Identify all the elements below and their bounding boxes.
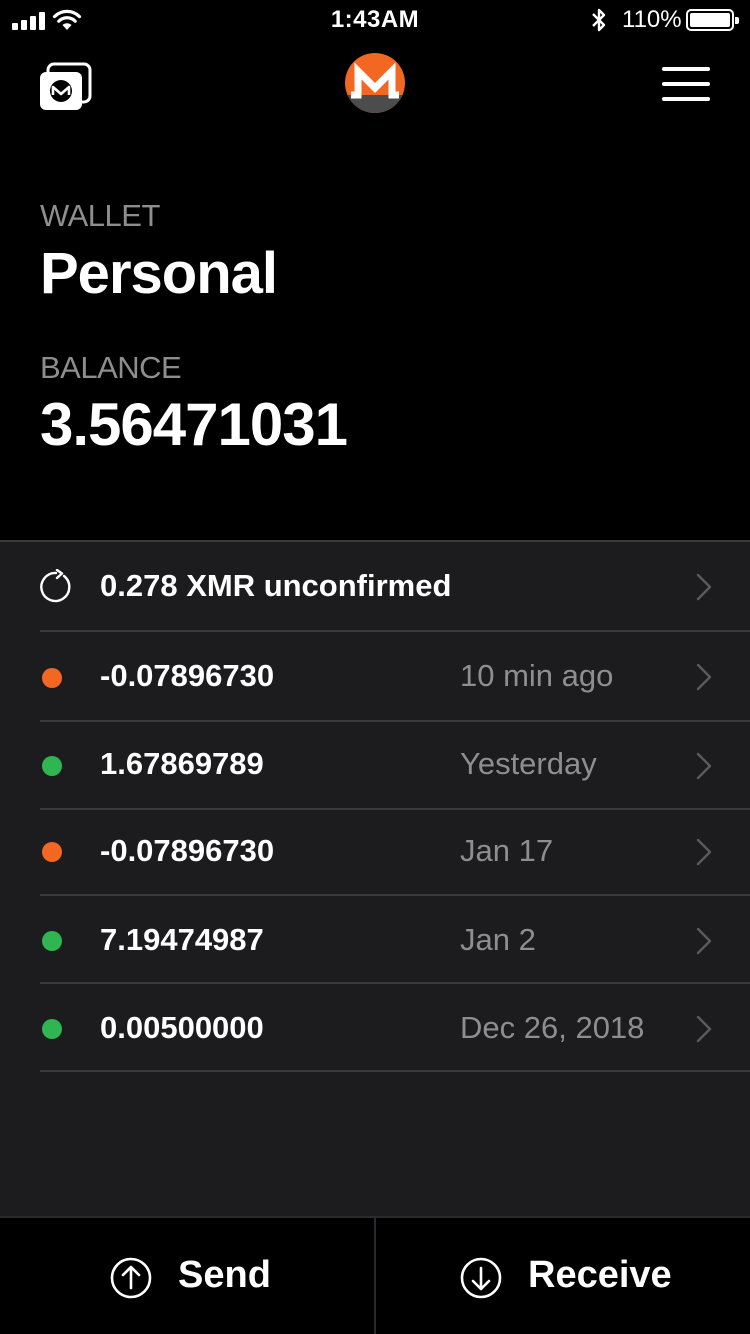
wifi-icon [52, 9, 82, 30]
transactions-panel: 0.278 XMR unconfirmed -0.07896730 10 min… [0, 540, 750, 1216]
transaction-date: Dec 26, 2018 [460, 1010, 645, 1045]
bluetooth-icon [592, 8, 606, 32]
pending-text: 0.278 XMR unconfirmed [100, 568, 452, 603]
wallet-name: Personal [40, 241, 278, 306]
chevron-right-icon [696, 663, 712, 691]
transaction-row[interactable]: 7.19474987 Jan 2 [0, 896, 750, 984]
outgoing-dot-icon [42, 668, 62, 688]
transaction-row[interactable]: 1.67869789 Yesterday [0, 722, 750, 810]
incoming-dot-icon [42, 931, 62, 951]
transaction-row[interactable]: -0.07896730 Jan 17 [0, 810, 750, 896]
chevron-right-icon [696, 1015, 712, 1043]
chevron-right-icon [696, 838, 712, 866]
refresh-icon [40, 569, 71, 603]
action-divider [374, 1218, 376, 1334]
monero-logo [345, 53, 405, 113]
receive-button[interactable]: Receive [376, 1218, 750, 1334]
transaction-date: Yesterday [460, 746, 597, 781]
transaction-date: Jan 17 [460, 833, 554, 868]
wallet-label: WALLET [40, 198, 160, 233]
outgoing-dot-icon [42, 842, 62, 862]
receive-label: Receive [528, 1254, 672, 1296]
balance-label: BALANCE [40, 350, 182, 385]
transaction-date: 10 min ago [460, 658, 614, 693]
transaction-row[interactable]: 0.00500000 Dec 26, 2018 [0, 984, 750, 1072]
transaction-amount: 1.67869789 [100, 746, 264, 781]
transaction-amount: 7.19474987 [100, 922, 264, 957]
transaction-amount: -0.07896730 [100, 833, 275, 868]
transaction-row[interactable]: -0.07896730 10 min ago [0, 632, 750, 722]
upload-arrow-icon [110, 1257, 152, 1299]
battery-percent: 110% [622, 6, 682, 33]
chevron-right-icon [696, 573, 712, 601]
incoming-dot-icon [42, 756, 62, 776]
send-button[interactable]: Send [0, 1218, 374, 1334]
transaction-date: Jan 2 [460, 922, 536, 957]
incoming-dot-icon [42, 1019, 62, 1039]
battery-icon [686, 9, 739, 31]
bottom-action-bar: Send Receive [0, 1216, 750, 1334]
status-bar: 1:43AM 110% [0, 0, 750, 40]
chevron-right-icon [696, 927, 712, 955]
transaction-amount: 0.00500000 [100, 1010, 264, 1045]
download-arrow-icon [460, 1257, 502, 1299]
send-label: Send [178, 1254, 271, 1296]
pending-transaction-row[interactable]: 0.278 XMR unconfirmed [0, 542, 750, 632]
transaction-amount: -0.07896730 [100, 658, 275, 693]
balance-value: 3.56471031 [40, 391, 348, 458]
chevron-right-icon [696, 752, 712, 780]
signal-strength-icon [12, 12, 48, 30]
hamburger-menu-icon[interactable] [662, 67, 710, 101]
status-time: 1:43AM [330, 6, 420, 33]
wallets-icon[interactable] [38, 62, 92, 112]
